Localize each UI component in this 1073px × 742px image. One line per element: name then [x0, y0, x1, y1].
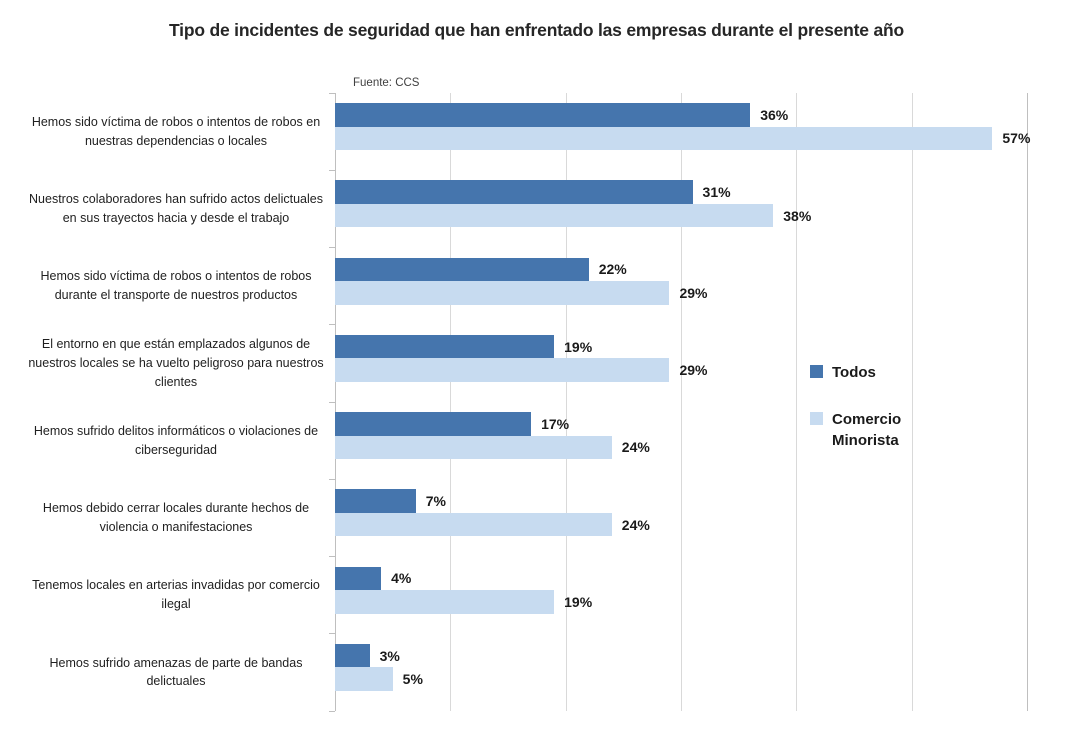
category-label: Hemos sido víctima de robos o intentos d… [31, 114, 321, 148]
value-label: 36% [760, 106, 789, 123]
bar-todos-3 [335, 257, 589, 281]
bar-comercio-minorista-1 [335, 126, 993, 150]
gridline-20 [565, 93, 567, 711]
bar-todos-2 [335, 180, 693, 204]
category-label: Hemos sido víctima de robos o intentos d… [40, 269, 312, 303]
bar-todos-8 [335, 643, 370, 668]
bar-comercio-minorista-4 [335, 358, 670, 382]
category-label: Tenemos locales en arterias invadidas po… [32, 578, 320, 612]
value-label: 29% [679, 362, 708, 378]
value-label: 19% [564, 338, 593, 355]
value-label: 24% [621, 439, 650, 456]
legend-label-todos: Todos [832, 364, 876, 381]
bar-group-2: 31% 38% [335, 170, 1027, 247]
value-label: 38% [783, 207, 812, 224]
bar-todos-1 [335, 103, 751, 127]
legend-label-comercio-minorista: Comercio Minorista [832, 411, 902, 449]
value-label: 4% [391, 570, 412, 587]
axis-tick [329, 710, 335, 712]
gridline-0 [335, 93, 336, 711]
value-label: 17% [541, 415, 570, 432]
axis-tick [329, 92, 335, 94]
value-label: 3% [379, 647, 400, 664]
chart-title: Tipo de incidentes de seguridad que han … [169, 20, 904, 40]
bar-comercio-minorista-2 [335, 203, 774, 228]
axis-tick [329, 401, 335, 403]
gridline-40 [796, 93, 798, 711]
value-label: 22% [598, 261, 627, 278]
value-label: 5% [402, 671, 423, 687]
bar-comercio-minorista-3 [335, 281, 670, 305]
axis-tick [329, 247, 335, 248]
bar-group-5: 17% 24% [335, 402, 1027, 479]
axis-tick [329, 556, 335, 557]
bar-todos-4 [335, 334, 555, 359]
category-label: Hemos debido cerrar locales durante hech… [42, 501, 310, 534]
legend-item-todos: Todos [810, 362, 940, 383]
category-label: El entorno en que están emplazados algun… [28, 337, 324, 389]
bar-comercio-minorista-7 [335, 590, 555, 614]
bar-comercio-minorista-8 [335, 667, 393, 691]
category-label: Hemos sufrido amenazas de parte de banda… [49, 655, 303, 689]
axis-tick [329, 324, 335, 326]
category-label: Nuestros colaboradores han sufrido actos… [29, 192, 323, 225]
value-label: 7% [425, 493, 446, 509]
bar-comercio-minorista-5 [335, 435, 612, 459]
value-label: 19% [564, 593, 593, 610]
bar-group-3: 22% 29% [335, 248, 1027, 325]
value-label: 24% [621, 516, 650, 533]
value-label: 57% [1002, 130, 1031, 147]
gridline-60 [1027, 93, 1028, 711]
axis-tick [329, 169, 335, 171]
gridline-10 [450, 93, 452, 711]
legend-swatch-comercio-minorista [810, 412, 823, 425]
bar-comercio-minorista-6 [335, 512, 612, 537]
bar-group-1: 36% 57% [335, 93, 1031, 170]
value-label: 31% [702, 184, 731, 200]
value-label: 29% [679, 284, 708, 301]
bar-group-6: 7% 24% [335, 479, 1027, 556]
legend: Todos Comercio Minorista [810, 362, 940, 477]
axis-tick [329, 478, 335, 480]
gridline-50 [911, 93, 913, 711]
source-note: Fuente: CCS [353, 77, 420, 89]
bar-todos-5 [335, 412, 532, 436]
bar-todos-7 [335, 566, 382, 590]
category-labels: Hemos sido víctima de robos o intentos d… [22, 93, 330, 711]
bar-group-4: 19% 29% [335, 325, 1027, 402]
bar-group-7: 4% 19% [335, 557, 1027, 634]
legend-item-comercio-minorista: Comercio Minorista [810, 409, 940, 451]
bar-todos-6 [335, 489, 416, 513]
category-label: Hemos sufrido delitos informáticos o vio… [33, 423, 319, 457]
axis-tick [329, 633, 335, 635]
plot-area: 36% 57% 31% 38% 22% 29% 19% 29% 17% 24% 7% 24% 4% 19%… [329, 92, 1031, 712]
legend-swatch-todos [810, 365, 823, 378]
bar-group-8: 3% 5% [335, 634, 1027, 711]
gridline-30 [681, 93, 682, 711]
